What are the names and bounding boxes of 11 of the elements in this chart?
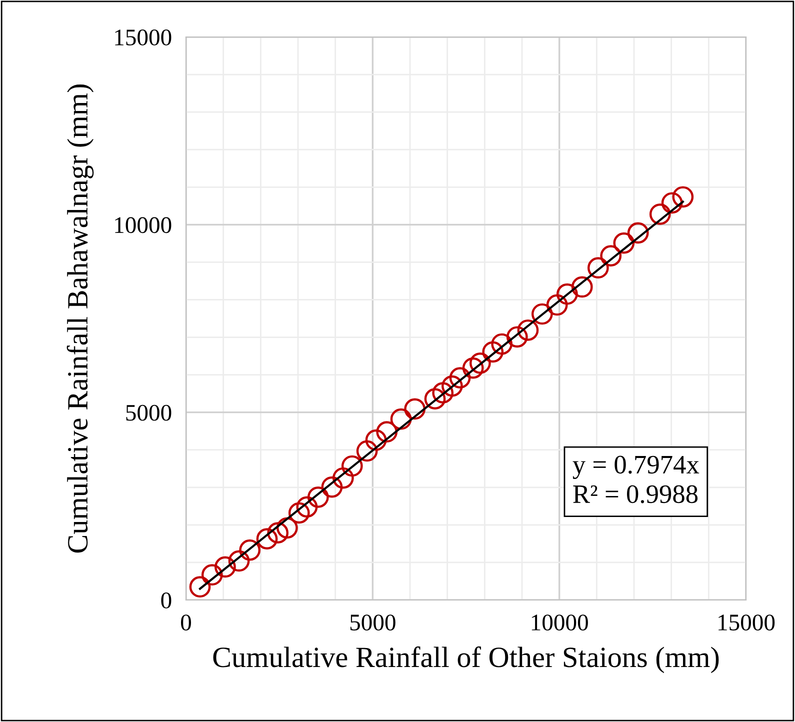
y-tick-label: 15000 (115, 29, 172, 46)
x-tick-label: 5000 (350, 614, 396, 631)
y-tick-label: 10000 (115, 217, 172, 234)
y-tick-label: 0 (161, 592, 172, 608)
x-tick-label: 10000 (532, 614, 588, 631)
x-tick-label: 0 (180, 614, 192, 631)
y-tick-label: 5000 (126, 404, 172, 421)
x-tick-label: 15000 (718, 614, 775, 631)
x-axis-title: Cumulative Rainfall of Other Staions (mm) (213, 646, 719, 674)
annotation: y = 0.7974x R² = 0.9988 (572, 456, 700, 504)
y-axis-title: Cumulative Rainfall Bahawalnagr (mm) (66, 84, 94, 553)
